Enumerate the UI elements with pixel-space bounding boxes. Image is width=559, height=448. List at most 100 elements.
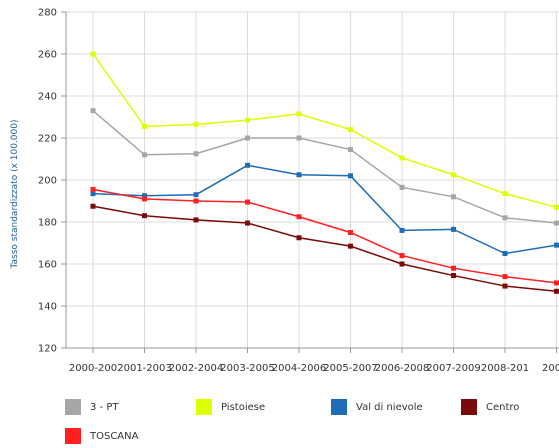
data-point-3-pt[interactable] [399,184,405,190]
legend-swatch [65,428,81,444]
data-point-centro[interactable] [296,235,302,241]
series-line-val-di-nievole [92,164,557,255]
data-point-centro[interactable] [245,220,250,226]
y-tick-label: 140 [38,302,57,313]
data-point-pistoiese[interactable] [451,172,456,178]
data-point-centro[interactable] [90,203,96,209]
legend-item-toscana[interactable]: TOSCANA [65,426,138,446]
legend-label: Val di nievole [356,401,423,413]
y-tick-label: 280 [38,8,57,19]
y-axis-title: Tasso standardizzato (x 100.000) [10,120,20,270]
data-point-toscana[interactable] [90,186,96,192]
chart-grid [66,11,559,349]
chart-legend: 3 - PT Pistoiese Val di nievole Centro TOSCA… [65,397,559,447]
series-layer [90,51,559,294]
legend-item-pistoiese[interactable]: Pistoiese [196,397,265,417]
data-point-pistoiese[interactable] [554,204,559,210]
data-point-pistoiese[interactable] [399,155,405,161]
x-tick-label: 2006-2008 [375,363,430,374]
series-line-toscana [92,188,557,284]
data-point-pistoiese[interactable] [502,191,508,197]
data-point-val-di-nievole[interactable] [399,227,405,233]
data-point-3-pt[interactable] [142,152,147,158]
legend-label: TOSCANA [90,430,139,442]
data-point-pistoiese[interactable] [90,51,96,57]
data-point-toscana[interactable] [348,230,353,235]
y-tick-label: 260 [38,50,57,61]
series-toscana [90,186,559,286]
data-point-toscana[interactable] [296,214,302,220]
x-tick-label: 2008-201 [481,363,529,374]
series-line-centro [92,205,557,293]
data-point-pistoiese[interactable] [348,127,353,133]
x-tick-labels: 2000-200 2001-20032002-20042003-20052004-… [69,363,559,374]
legend-item-val-di-nievole[interactable]: Val di nievole [331,397,423,417]
y-tick-label: 200 [38,176,57,187]
data-point-3-pt[interactable] [193,151,199,157]
data-point-val-di-nievole[interactable] [502,251,508,256]
x-tick-label: 2002-2004 [169,363,224,374]
data-point-toscana[interactable] [245,199,250,205]
data-point-toscana[interactable] [502,274,508,280]
x-tick-label: 2003-2005 [220,363,275,374]
y-tick-label: 180 [38,218,57,229]
legend-label: Pistoiese [221,401,266,413]
series-line-3-pt [92,110,557,224]
data-point-toscana[interactable] [451,265,456,271]
data-point-val-di-nievole[interactable] [296,172,302,178]
data-point-3-pt[interactable] [348,147,353,153]
data-point-toscana[interactable] [142,196,147,202]
data-point-val-di-nievole[interactable] [90,191,96,197]
series-pistoiese [90,51,559,210]
data-point-val-di-nievole[interactable] [451,226,456,232]
legend-label: 3 - PT [90,401,119,413]
data-point-3-pt[interactable] [502,215,508,221]
data-point-centro[interactable] [554,288,559,294]
data-point-centro[interactable] [451,273,456,279]
y-tick-label: 120 [38,344,57,355]
legend-swatch [65,399,81,415]
legend-swatch [331,399,347,415]
legend-item-centro[interactable]: Centro [461,397,519,417]
legend-item-3-pt[interactable]: 3 - PT [65,397,118,417]
data-point-pistoiese[interactable] [245,117,250,123]
data-point-centro[interactable] [502,283,508,289]
data-point-toscana[interactable] [193,198,199,204]
data-point-val-di-nievole[interactable] [245,162,250,168]
data-point-3-pt[interactable] [296,135,302,141]
data-point-pistoiese[interactable] [296,111,302,117]
data-point-centro[interactable] [399,261,405,267]
data-point-3-pt[interactable] [245,135,250,141]
data-point-centro[interactable] [348,243,353,249]
y-tick-label: 240 [38,92,57,103]
legend-swatch [461,399,477,415]
data-point-centro[interactable] [193,217,199,223]
legend-label: Centro [486,401,520,413]
series-3-pt [90,108,559,226]
y-tick-label: 160 [38,260,57,271]
data-point-toscana[interactable] [554,280,559,286]
y-tick-label: 220 [38,134,57,145]
data-point-3-pt[interactable] [554,220,559,226]
x-tick-label: 2005-2007 [323,363,378,374]
x-tick-label: 2009- [542,363,559,374]
data-point-3-pt[interactable] [90,108,96,114]
series-centro [90,203,559,294]
series-line-pistoiese [92,53,557,209]
y-tick-labels: 120 140 160 180 200 220 240 260 280 [38,8,57,355]
data-point-pistoiese[interactable] [142,123,147,129]
data-point-val-di-nievole[interactable] [142,193,147,199]
data-point-val-di-nievole[interactable] [193,192,199,198]
data-point-toscana[interactable] [399,253,405,259]
data-point-val-di-nievole[interactable] [348,173,353,179]
data-point-pistoiese[interactable] [193,121,199,127]
data-point-centro[interactable] [142,213,147,219]
x-tick-label: 2004-2006 [272,363,327,374]
x-tick-label: 2000-200 [69,363,117,374]
data-point-val-di-nievole[interactable] [554,242,559,248]
x-tick-label: 2007-2009 [426,363,481,374]
data-point-3-pt[interactable] [451,194,456,200]
x-tick-label: 2001-2003 [117,363,172,374]
legend-swatch [196,399,212,415]
